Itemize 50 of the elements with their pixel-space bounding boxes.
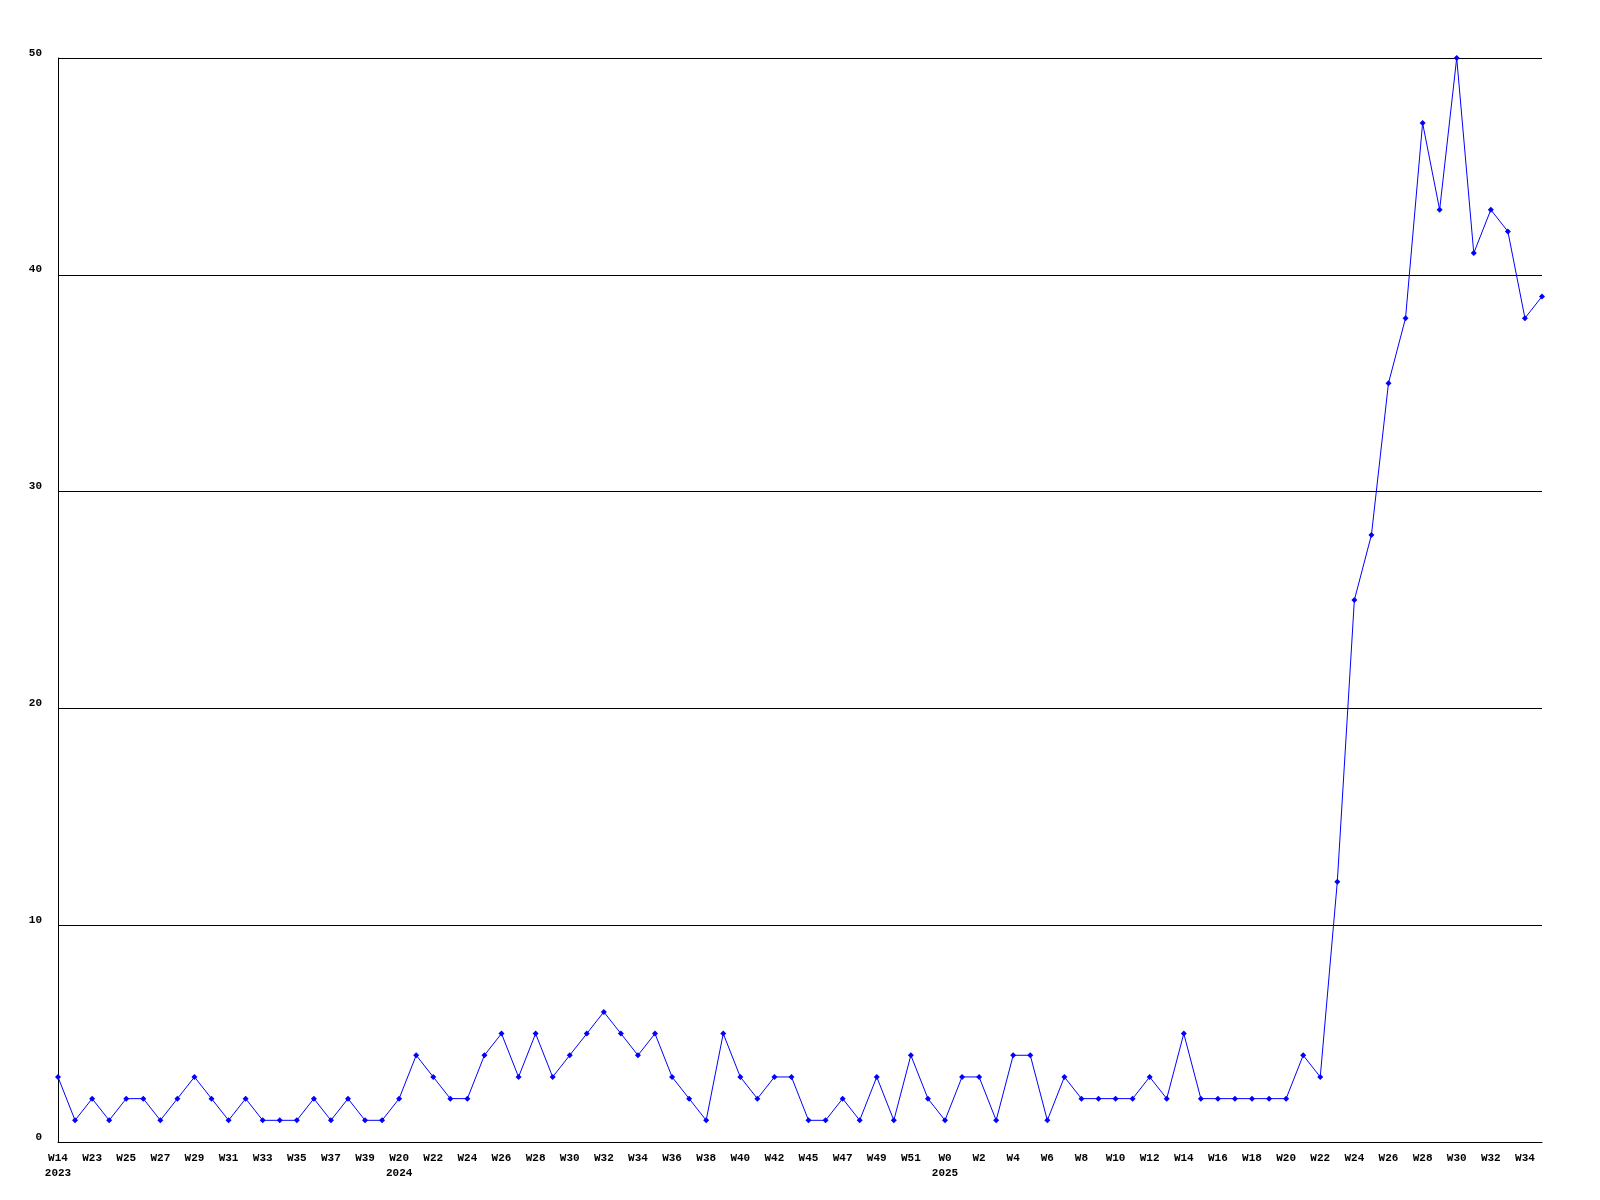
x-tick-label: W37 — [321, 1151, 341, 1164]
x-tick-label: W23 — [82, 1151, 103, 1164]
x-tick-label: W28 — [1412, 1151, 1433, 1164]
y-tick-label: 30 — [28, 480, 42, 493]
y-tick-label: 50 — [28, 46, 42, 59]
x-tick-label: W14 2023 — [44, 1151, 72, 1179]
x-tick-label: W22 — [1310, 1151, 1331, 1164]
x-tick-label: W27 — [150, 1151, 171, 1164]
y-tick-label: 0 — [35, 1130, 42, 1143]
x-tick-label: W20 2024 — [385, 1151, 413, 1179]
x-tick-label: W36 — [662, 1151, 682, 1164]
x-tick-label: W34 — [628, 1151, 649, 1164]
x-tick-label: W51 — [900, 1151, 922, 1164]
x-tick-label: W6 — [1040, 1151, 1054, 1164]
x-tick-label: W26 — [491, 1151, 512, 1164]
x-tick-label: W38 — [696, 1151, 717, 1164]
x-tick-label: W32 — [593, 1151, 614, 1164]
x-tick-label: W24 — [457, 1151, 478, 1164]
x-tick-label: W22 — [423, 1151, 444, 1164]
x-tick-label: W12 — [1139, 1151, 1160, 1164]
x-tick-label: W29 — [184, 1151, 205, 1164]
x-tick-label: W0 2025 — [931, 1151, 959, 1179]
x-tick-label: W2 — [972, 1151, 986, 1164]
x-tick-label: W26 — [1378, 1151, 1399, 1164]
x-tick-label: W25 — [116, 1151, 137, 1164]
x-tick-label: W18 — [1242, 1151, 1263, 1164]
x-tick-label: W42 — [764, 1151, 785, 1164]
x-tick-label: W30 — [1446, 1151, 1467, 1164]
x-tick-label: W32 — [1480, 1151, 1501, 1164]
x-tick-label: W35 — [286, 1151, 308, 1164]
x-tick-label: W33 — [252, 1151, 273, 1164]
x-tick-label: W30 — [559, 1151, 580, 1164]
y-tick-label: 10 — [28, 913, 42, 926]
x-tick-label: W16 — [1208, 1151, 1228, 1164]
x-tick-label: W31 — [218, 1151, 239, 1164]
x-tick-label: W10 — [1105, 1151, 1126, 1164]
x-tick-label: W20 — [1276, 1151, 1297, 1164]
x-tick-label: W24 — [1344, 1151, 1365, 1164]
x-tick-label: W49 — [866, 1151, 887, 1164]
x-tick-label: W47 — [832, 1151, 853, 1164]
x-tick-label: W28 — [525, 1151, 546, 1164]
x-tick-label: W8 — [1074, 1151, 1089, 1164]
y-tick-label: 20 — [28, 696, 42, 709]
x-tick-label: W39 — [355, 1151, 375, 1164]
x-tick-label: W40 — [730, 1151, 751, 1164]
x-tick-label: W45 — [798, 1151, 819, 1164]
x-tick-label: W4 — [1006, 1151, 1021, 1164]
y-tick-label: 40 — [28, 263, 42, 276]
x-tick-label: W14 — [1173, 1151, 1195, 1164]
x-tick-label: W34 — [1515, 1151, 1536, 1164]
